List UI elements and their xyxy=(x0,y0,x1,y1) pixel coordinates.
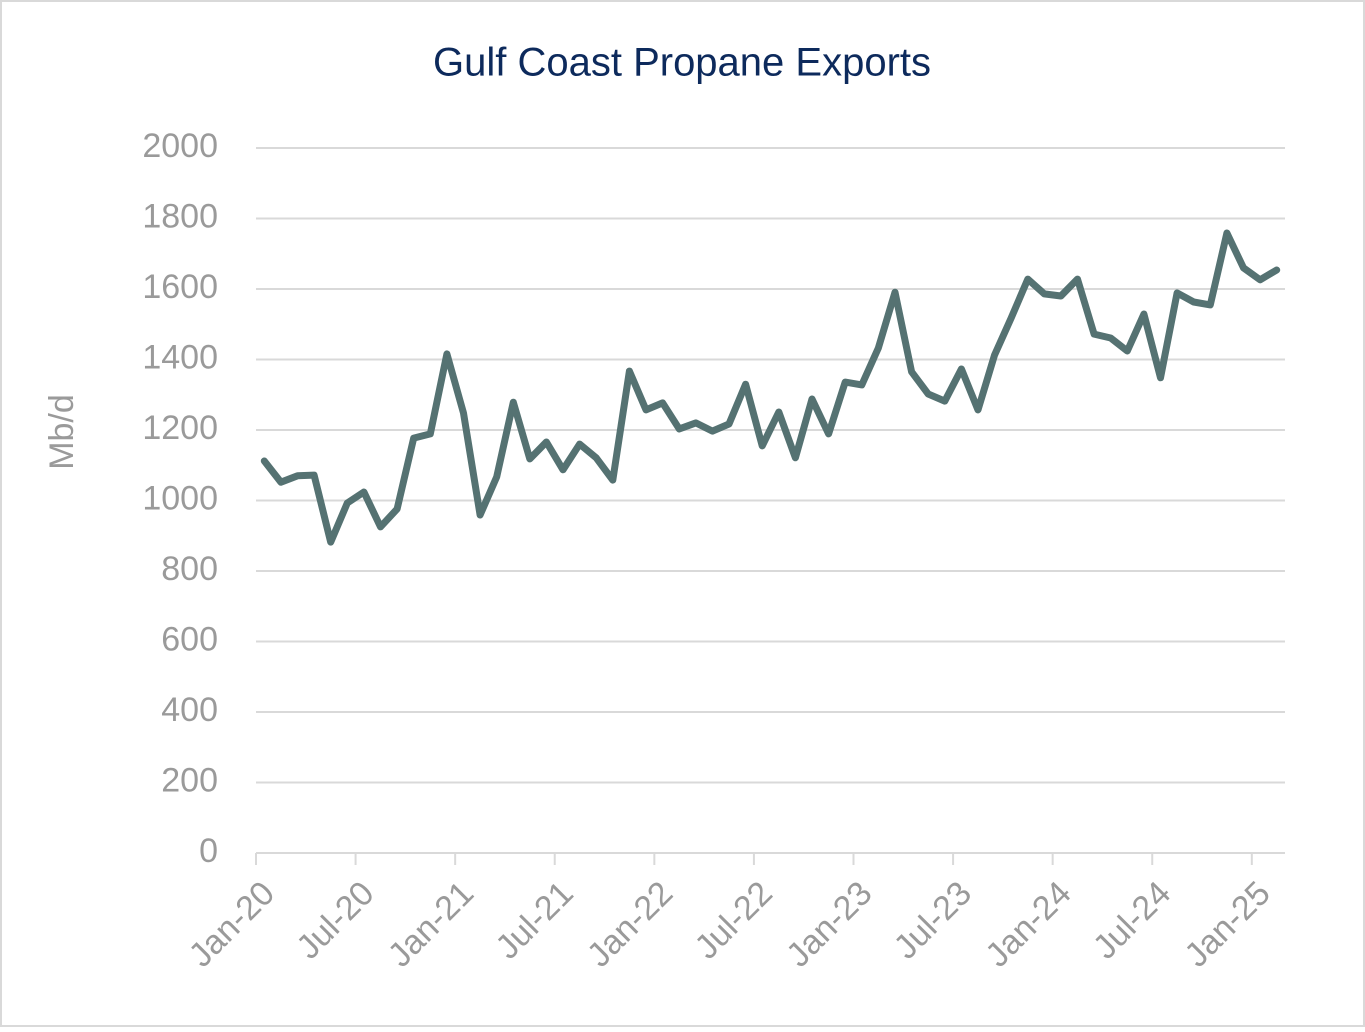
y-tick-label: 800 xyxy=(161,550,218,588)
y-tick-label: 2000 xyxy=(142,127,218,165)
y-axis-label: Mb/d xyxy=(43,394,81,470)
y-tick-label: 1000 xyxy=(142,479,218,517)
y-tick-label: 0 xyxy=(199,832,218,870)
y-tick-label: 1200 xyxy=(142,409,218,447)
y-tick-label: 1400 xyxy=(142,338,218,376)
y-tick-label: 1600 xyxy=(142,268,218,306)
chart-title: Gulf Coast Propane Exports xyxy=(433,41,931,85)
line-series xyxy=(260,229,1281,546)
y-tick-label: 200 xyxy=(161,761,218,799)
y-tick-label: 1800 xyxy=(142,197,218,235)
y-tick-label: 600 xyxy=(161,620,218,658)
y-tick-label: 400 xyxy=(161,691,218,729)
